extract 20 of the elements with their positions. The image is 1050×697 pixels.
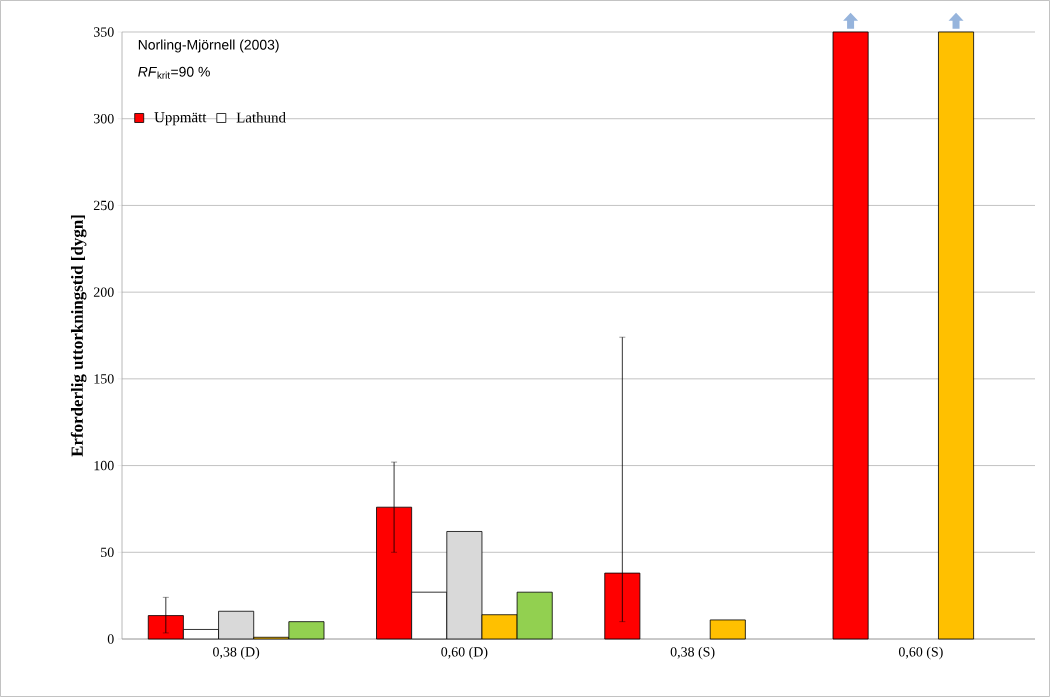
y-tick-label: 0 (107, 634, 114, 644)
y-tick-label: 150 (94, 374, 114, 384)
x-tick-label: 0,38 (S) (670, 646, 715, 660)
y-tick-label: 200 (93, 287, 114, 297)
y-tick-label: 50 (101, 547, 114, 557)
legend-label: Lathund (236, 112, 286, 123)
y-tick-label: 300 (93, 114, 114, 124)
y-axis-title: Erforderlig uttorkningstid [dygn] (70, 215, 87, 457)
annotation: RF$_{krit}$=90 % (138, 66, 210, 79)
legend-label: Uppmätt (154, 112, 207, 126)
y-tick-label: 350 (93, 27, 114, 37)
x-tick-label: 0,60 (D) (441, 646, 488, 660)
bar (832, 31, 869, 640)
bar (709, 619, 746, 640)
y-tick-label: 250 (93, 200, 114, 211)
annotation: Norling-Mjörnell (2003) (138, 39, 279, 53)
x-tick-label: 0,38 (D) (213, 646, 260, 660)
bar (938, 31, 975, 640)
x-tick-label: 0,60 (S) (898, 646, 943, 660)
y-tick-label: 100 (94, 460, 114, 471)
